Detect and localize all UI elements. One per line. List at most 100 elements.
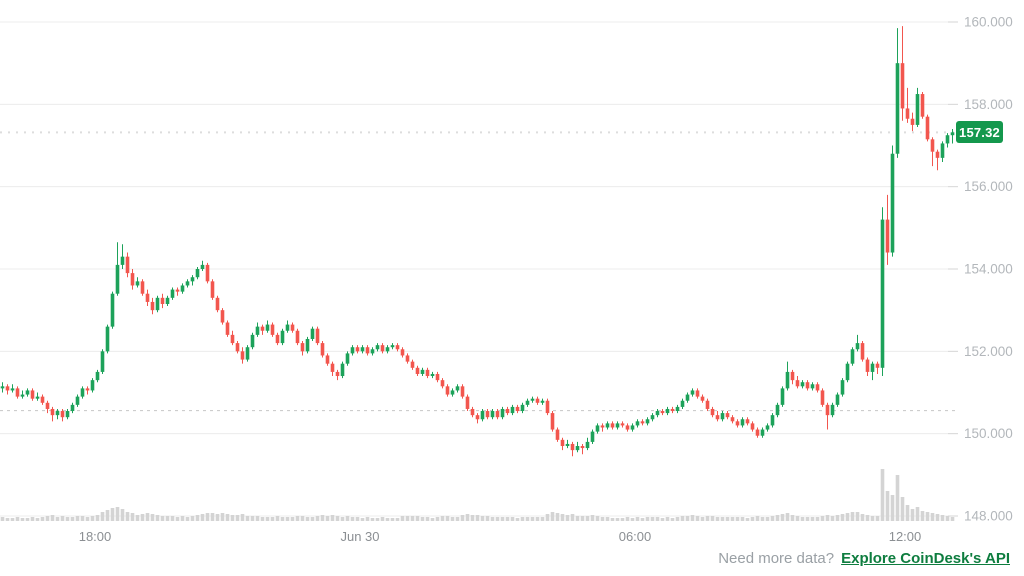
volume-bar (590, 515, 595, 521)
candle-body (745, 419, 750, 424)
volume-bar (895, 475, 900, 521)
candle-body (750, 423, 755, 430)
candle-body (340, 363, 345, 377)
candle-body (890, 153, 895, 253)
volume-bar (460, 515, 465, 521)
volume-bar (885, 491, 890, 521)
candle-body (880, 219, 885, 368)
candle-body (305, 338, 310, 352)
x-axis-label: 06:00 (619, 529, 652, 544)
volume-bar (360, 518, 365, 521)
coindesk-api-link[interactable]: Explore CoinDesk's API (841, 550, 1010, 567)
candle-body (635, 421, 640, 426)
candle-body (660, 411, 665, 414)
candle-body (925, 116, 930, 140)
candle-body (815, 384, 820, 391)
volume-bar (400, 516, 405, 521)
volume-bar (35, 518, 40, 521)
volume-bar (915, 507, 920, 521)
candle-body (535, 398, 540, 403)
candle-body (850, 349, 855, 364)
volume-bar (60, 516, 65, 521)
candle-body (820, 390, 825, 405)
candle-body (600, 425, 605, 428)
volume-bar (145, 513, 150, 521)
volume-bar (585, 516, 590, 521)
candle-body (495, 411, 500, 418)
volume-bar (185, 517, 190, 521)
candle-body (490, 411, 495, 418)
volume-bar (345, 516, 350, 521)
volume-bar (510, 517, 515, 521)
candle-body (375, 345, 380, 350)
candle-body (280, 330, 285, 344)
volume-bar (150, 514, 155, 521)
candle-body (425, 369, 430, 377)
volume-bar (720, 517, 725, 521)
volume-bar (605, 517, 610, 521)
candle-body (625, 425, 630, 430)
candle-body (805, 382, 810, 389)
candle-body (485, 411, 490, 418)
volume-bar (375, 518, 380, 521)
candle-body (465, 396, 470, 409)
candle-body (840, 380, 845, 395)
candle-body (560, 439, 565, 447)
volume-bar (550, 512, 555, 521)
volume-bar (440, 516, 445, 521)
candle-body (830, 404, 835, 416)
volume-bar (355, 517, 360, 521)
candle-body (25, 390, 30, 395)
volume-bar (730, 517, 735, 521)
volume-bar (570, 514, 575, 521)
volume-bar (120, 509, 125, 521)
volume-bar (425, 517, 430, 521)
candle-body (300, 343, 305, 352)
candle-body (345, 353, 350, 364)
volume-bar (580, 516, 585, 521)
candle-body (165, 297, 170, 304)
candle-body (785, 371, 790, 389)
candle-body (860, 343, 865, 360)
candle-body (575, 446, 580, 451)
candle-body (130, 273, 135, 286)
candle-body (145, 293, 150, 302)
candle-body (70, 404, 75, 412)
candle-body (320, 343, 325, 356)
volume-bar (275, 516, 280, 521)
volume-bar (280, 517, 285, 521)
x-axis-label: 12:00 (889, 529, 922, 544)
candle-body (445, 386, 450, 395)
candle-body (315, 328, 320, 344)
volume-bar (385, 518, 390, 521)
candle-body (235, 343, 240, 352)
volume-bar (480, 516, 485, 521)
candle-body (335, 371, 340, 377)
candle-body (75, 396, 80, 405)
candle-body (380, 345, 385, 352)
volume-bar (630, 518, 635, 521)
volume-bar (765, 517, 770, 521)
volume-bar (515, 518, 520, 521)
candle-body (510, 406, 515, 414)
volume-bar (940, 515, 945, 521)
volume-bar (710, 516, 715, 521)
volume-bar (655, 517, 660, 521)
candle-body (895, 63, 900, 154)
candle-body (550, 413, 555, 430)
candle-body (725, 413, 730, 418)
volume-bar (945, 516, 950, 521)
candle-body (135, 281, 140, 286)
volume-bar (930, 513, 935, 521)
volume-bar (835, 515, 840, 521)
volume-bar (830, 516, 835, 521)
volume-bar (625, 517, 630, 521)
candle-body (195, 269, 200, 278)
candle-body (875, 363, 880, 368)
y-axis-label: 152.000 (964, 344, 1013, 359)
volume-bar (165, 516, 170, 521)
volume-bar (170, 516, 175, 521)
candle-body (885, 219, 890, 253)
candle-body (675, 406, 680, 412)
